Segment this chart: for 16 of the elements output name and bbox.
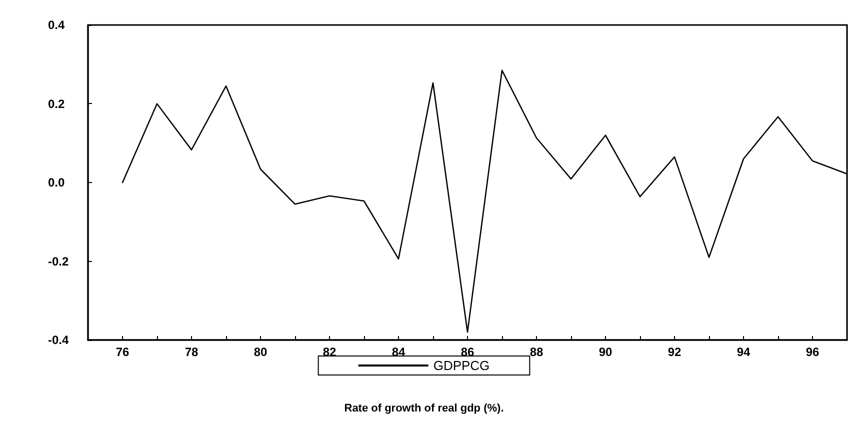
x-tick-label: 84 xyxy=(392,345,406,359)
x-tick-label: 94 xyxy=(736,345,750,359)
text: Rate of growth of real gdp (%). xyxy=(344,402,504,414)
y-tick-label: 0.0 xyxy=(48,176,66,190)
text: GDPPCG xyxy=(433,358,490,373)
y-tick-label: 0.4 xyxy=(48,18,66,32)
y-tick-label: 0.2 xyxy=(48,96,66,111)
x-tick-label: 96 xyxy=(806,345,820,359)
x-tick-label: 80 xyxy=(254,345,268,359)
y-tick-label: -0.2 xyxy=(48,254,70,268)
x-tick-label: 90 xyxy=(598,345,612,359)
x-tick-label: 92 xyxy=(668,345,682,359)
x-tick-label: 76 xyxy=(116,345,130,359)
y-tick-label: -0.4 xyxy=(48,333,70,347)
x-tick-label: 88 xyxy=(530,345,544,359)
x-tick-label: 78 xyxy=(184,345,198,359)
